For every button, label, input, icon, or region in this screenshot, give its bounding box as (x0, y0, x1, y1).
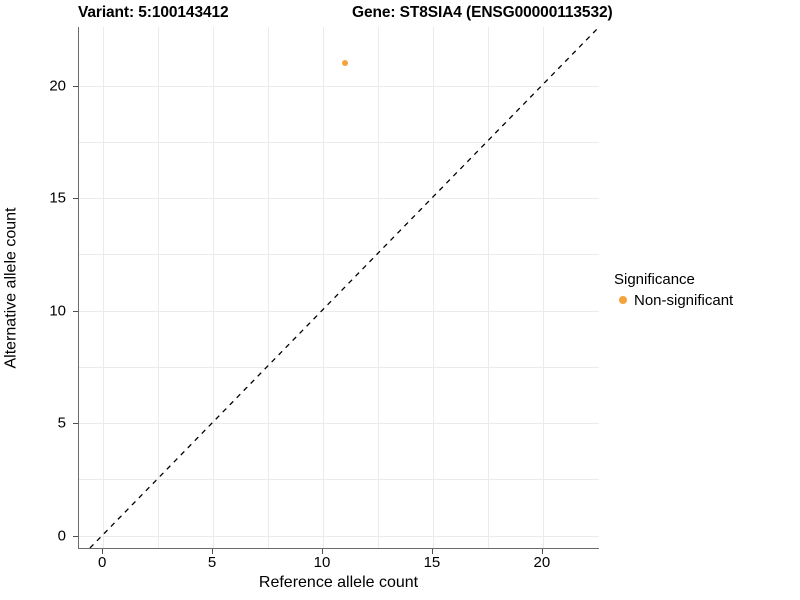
plot-panel (78, 27, 599, 549)
gene-title: Gene: ST8SIA4 (ENSG00000113532) (352, 4, 613, 21)
y-tick-label: 20 (49, 77, 66, 94)
legend-item-label: Non-significant (634, 291, 734, 309)
circle-marker-icon (614, 291, 632, 309)
gridline-y-major (79, 198, 599, 199)
x-tick-mark (102, 549, 104, 554)
gridline-x-minor (268, 27, 270, 548)
x-tick-label: 20 (533, 554, 551, 571)
y-tick-mark (73, 535, 78, 537)
x-tick-label: 0 (98, 554, 107, 571)
gridline-y-minor (79, 366, 599, 368)
variant-title: Variant: 5:100143412 (78, 4, 229, 21)
gridline-y-major (79, 310, 599, 312)
x-tick-label: 15 (423, 554, 441, 571)
gridline-y-minor (79, 141, 599, 143)
legend-title: Significance (614, 271, 695, 288)
gridline-y-major (79, 85, 599, 87)
y-tick-mark (73, 198, 78, 200)
x-tick-mark (431, 549, 434, 554)
x-tick-mark (541, 549, 544, 554)
legend-swatch (619, 296, 627, 304)
plot-title-row: Variant: 5:100143412 Gene: ST8SIA4 (ENSG… (0, 4, 620, 26)
y-axis-title-text: Alternative allele count (2, 207, 20, 369)
y-tick-label: 10 (49, 302, 66, 319)
gridline-x-major (432, 27, 434, 548)
legend-item[interactable]: Non-significant (614, 291, 794, 309)
y-tick-mark (73, 423, 78, 425)
x-axis-title: Reference allele count (258, 574, 419, 591)
y-tick-mark (73, 310, 78, 312)
y-tick-label: 0 (57, 527, 66, 544)
gridline-x-major (323, 27, 324, 548)
plot-area (79, 27, 599, 548)
legend: Significance Non-significant (614, 271, 794, 309)
gridline-x-major (213, 27, 215, 548)
gridline-x-minor (158, 27, 160, 548)
x-tick-mark (212, 549, 214, 554)
gridline-x-minor (487, 27, 489, 548)
y-tick-label: 15 (49, 189, 66, 207)
x-tick-label: 10 (313, 554, 331, 571)
legend-items: Non-significant (614, 291, 794, 309)
gridline-y-major (79, 535, 599, 537)
gridline-x-minor (377, 27, 379, 548)
y-axis-title: Alternative allele count (0, 27, 22, 549)
gridline-x-major (542, 27, 544, 548)
y-tick-mark (73, 85, 78, 87)
x-tick-label: 5 (207, 554, 217, 571)
gridline-x-major (103, 27, 105, 548)
data-point (341, 60, 348, 66)
y-tick-label: 5 (57, 414, 66, 432)
x-tick-mark (322, 549, 324, 554)
gridline-y-major (79, 423, 599, 424)
gridline-y-minor (79, 254, 599, 256)
gridline-y-minor (79, 479, 599, 481)
